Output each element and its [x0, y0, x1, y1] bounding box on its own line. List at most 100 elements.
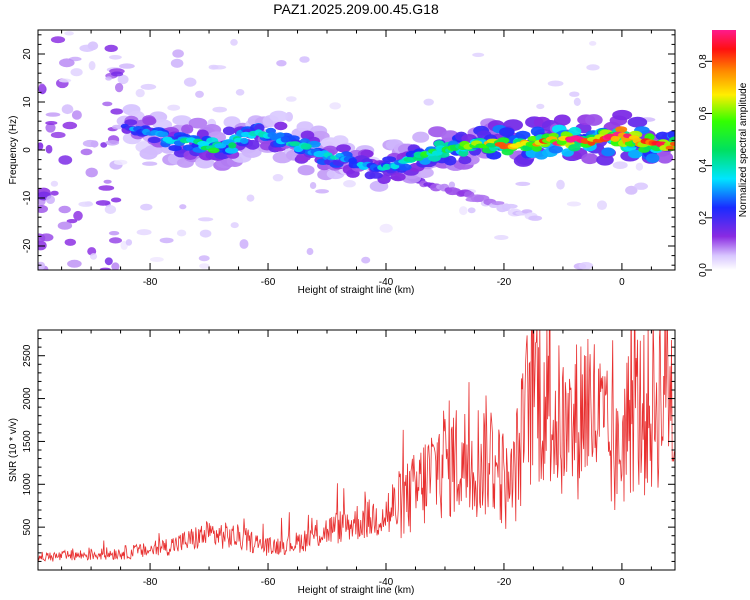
noise-blob: [179, 204, 187, 210]
noise-blob: [58, 205, 71, 214]
noise-blob: [309, 182, 317, 189]
spectrogram-y-tick-label: 10: [22, 96, 33, 108]
noise-blob: [299, 56, 310, 63]
colorbar-gradient: [712, 30, 736, 270]
noise-blob: [50, 190, 59, 196]
noise-blob: [459, 206, 468, 216]
spectrogram-x-tick-label: -40: [379, 277, 394, 288]
ridge-blob: [197, 141, 209, 146]
noise-blob: [135, 88, 145, 98]
noise-blob: [110, 197, 122, 203]
noise-blob: [103, 179, 112, 184]
ridge-blob: [276, 132, 285, 138]
spectrogram-y-tick-label: -20: [22, 238, 33, 253]
noise-blob: [515, 181, 531, 186]
noise-blob: [38, 205, 48, 213]
noise-blob: [208, 64, 219, 70]
noise-blob: [329, 102, 342, 110]
ridge-blob: [665, 145, 674, 151]
ridge-blob: [245, 139, 260, 150]
noise-blob: [125, 239, 133, 246]
snr-x-tick-label: -40: [379, 577, 394, 588]
snr-series-line: [38, 330, 675, 562]
noise-blob: [73, 210, 83, 221]
ridge-blob: [336, 144, 351, 153]
ridge-blob: [240, 137, 249, 144]
noise-blob: [111, 71, 124, 77]
ridge-blob: [280, 136, 290, 143]
noise-blob: [167, 104, 181, 111]
noise-blob: [625, 185, 638, 195]
snr-y-tick-label: 1500: [22, 430, 33, 453]
ridge-blob: [241, 146, 262, 158]
branch-blob: [491, 201, 505, 206]
noise-blob: [105, 76, 112, 81]
noise-blob: [343, 180, 356, 188]
noise-blob: [423, 98, 434, 106]
noise-blob: [597, 200, 607, 210]
ridge-blob: [188, 117, 208, 129]
noise-blob: [38, 261, 46, 270]
ridge-blob: [458, 155, 472, 165]
noise-blob: [66, 219, 78, 224]
ridge-blob: [269, 110, 289, 123]
noise-blob: [140, 203, 153, 211]
noise-blob: [59, 58, 75, 68]
ridge-blob: [222, 126, 236, 136]
colorbar-ticks: 0.0 0.2 0.4 0.6 0.8: [698, 54, 712, 277]
noise-blob: [104, 257, 113, 266]
noise-blob: [230, 222, 239, 229]
noise-blob: [556, 179, 565, 190]
noise-blob: [45, 123, 56, 133]
ridge-blob: [670, 141, 675, 147]
ridge-blob: [548, 145, 563, 154]
ridge-blob: [168, 145, 182, 152]
noise-blob: [612, 161, 628, 169]
noise-blob: [99, 267, 111, 270]
snr-panel: -80 -60 -40 -20 0 500 1000 1500 2000 2500 Height …: [8, 329, 676, 596]
noise-blob: [239, 239, 249, 249]
noise-blob: [104, 44, 118, 53]
noise-blob: [50, 36, 66, 44]
snr-x-tick-label: -80: [143, 577, 158, 588]
ridge-blob: [369, 172, 383, 179]
snr-y-tick-label: 2500: [22, 344, 33, 367]
noise-blob: [105, 140, 120, 146]
ridge-blob: [656, 151, 674, 164]
ridge-blob: [581, 153, 599, 165]
noise-blob: [67, 259, 82, 268]
figure-title: PAZ1.2025.209.00.45.G18: [273, 1, 439, 17]
noise-blob: [50, 180, 59, 187]
noise-blob: [38, 142, 44, 151]
noise-blob: [78, 201, 94, 207]
noise-blob: [110, 108, 123, 115]
noise-blob: [361, 256, 371, 264]
noise-blob: [117, 74, 129, 85]
noise-blob: [108, 231, 120, 236]
noise-blob: [578, 262, 594, 270]
ridge-blob: [612, 109, 633, 121]
noise-blob: [170, 58, 184, 68]
ridge-blob: [627, 116, 648, 128]
ridge-blob: [412, 131, 430, 143]
noise-blob: [100, 142, 108, 148]
spectrogram-x-axis-label: Height of straight line (km): [298, 285, 415, 296]
spectrogram-ticks: -80 -60 -40 -20 0 -20 -10 0 10 20: [22, 30, 675, 288]
colorbar: 0.0 0.2 0.4 0.6 0.8 Normalized spectral ampl…: [698, 30, 749, 277]
noise-blob: [70, 68, 83, 77]
noise-blob: [136, 229, 152, 236]
noise-blob: [276, 60, 287, 67]
noise-blob: [172, 49, 184, 58]
noise-blob: [634, 182, 648, 190]
spectrogram-x-tick-label: 0: [619, 277, 625, 288]
spectrogram-y-tick-label: 0: [22, 147, 33, 153]
noise-blob: [58, 78, 72, 83]
ridge-blob: [148, 136, 161, 144]
spectrogram-y-axis-label: Frequency (Hz): [8, 116, 19, 185]
noise-blob: [113, 159, 128, 165]
colorbar-tick-label: 0.0: [698, 263, 709, 277]
spectrogram-x-tick-label: -80: [143, 277, 158, 288]
spectrogram-plot-area: [38, 31, 675, 270]
noise-blob: [306, 247, 314, 256]
